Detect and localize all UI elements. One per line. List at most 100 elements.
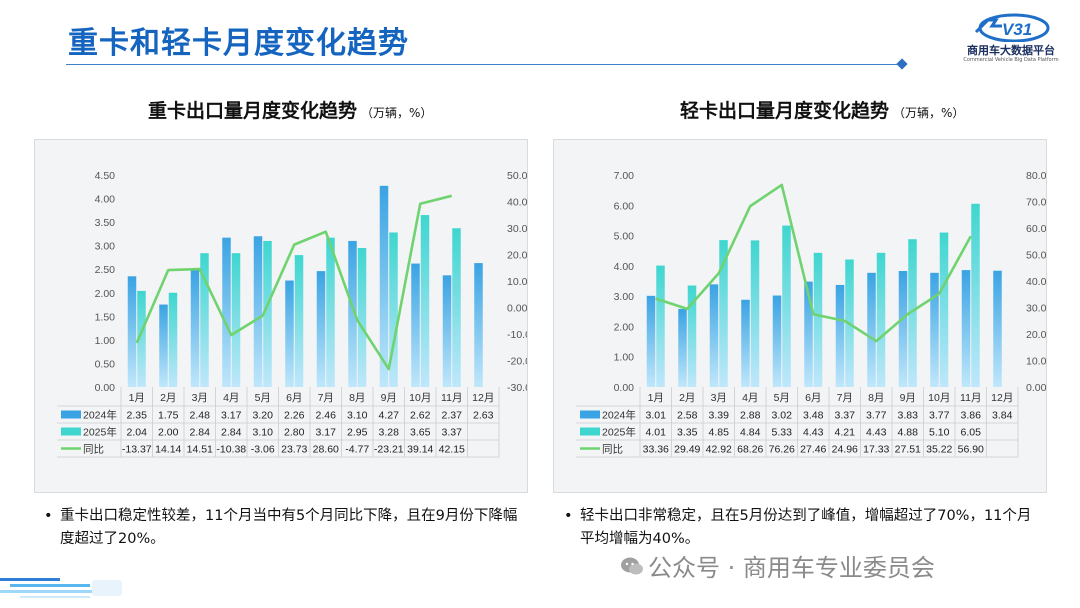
c0-bar-2024: [190, 270, 200, 387]
c1-data-cell: 3.84: [992, 410, 1013, 422]
c0-data-cell: 28.60: [313, 444, 339, 456]
c1-y2-tick-label: 40.00: [1026, 276, 1046, 288]
c0-y2-tick-label: 20.00: [507, 250, 527, 262]
c0-bar-2024: [411, 263, 420, 387]
c1-data-cell: 3.35: [677, 427, 698, 439]
c0-bar-2024: [348, 240, 357, 387]
c1-data-cell: 3.48: [803, 410, 824, 422]
title-divider: [66, 64, 906, 65]
c1-data-cell: 24.96: [832, 444, 858, 456]
c1-y-tick-label: 3.00: [614, 291, 635, 303]
c1-data-cell: 3.01: [646, 410, 667, 422]
c0-y-tick-label: 2.00: [95, 288, 116, 300]
c1-data-cell: 4.21: [835, 427, 856, 439]
light-chart-panel: 7.00 6.00 5.00 4.00 3.00 2.00 1.00 0.00 80.00 70.…: [553, 139, 1047, 493]
c1-bar-2025: [656, 265, 665, 387]
c1-y2-tick-label: 20.00: [1026, 329, 1046, 341]
c1-bar-2024: [741, 299, 750, 387]
c0-legend-label: 同比: [83, 443, 104, 456]
c1-y-tick-label: 6.00: [614, 200, 635, 212]
c0-category-label: 2月: [160, 392, 176, 404]
c0-y-tick-label: 3.50: [95, 217, 116, 229]
c0-category-label: 6月: [286, 392, 302, 404]
heavy-truck-chart: 4.50 4.00 3.50 3.00 2.50 2.00 1.50 1.00 0.50 0.00…: [57, 170, 527, 458]
c1-category-label: 10月: [928, 392, 950, 404]
c0-data-cell: 3.17: [221, 410, 242, 422]
c1-data-cell: 4.43: [803, 427, 824, 439]
c1-data-cell: 4.85: [709, 427, 730, 439]
c0-y2-tick-label: -30.00: [507, 382, 527, 394]
c0-data-cell: 39.14: [407, 444, 433, 456]
c1-bar-2025: [971, 203, 980, 387]
c1-legend-swatch: [580, 427, 600, 436]
c0-data-cell: 3.10: [253, 427, 274, 439]
c0-bar-2024: [253, 236, 263, 387]
c0-bar-2024: [127, 276, 137, 387]
c0-data-cell: 2.00: [158, 427, 179, 439]
light-note-text: 轻卡出口非常稳定，且在5月份达到了峰值，增幅超过了70%，11个月平均增幅为40…: [580, 508, 1032, 547]
light-note: • 轻卡出口非常稳定，且在5月份达到了峰值，增幅超过了70%，11个月平均增幅为…: [564, 505, 1042, 551]
c1-category-label: 2月: [679, 392, 695, 404]
c0-data-cell: 2.26: [284, 410, 305, 422]
c0-data-cell: 2.84: [221, 427, 242, 439]
c0-data-cell: 2.37: [442, 410, 463, 422]
c0-y2-tick-label: 40.00: [507, 197, 527, 209]
c1-bar-2024: [772, 295, 782, 387]
c1-bar-2025: [782, 225, 791, 387]
c1-category-label: 9月: [900, 392, 916, 404]
c0-category-label: 4月: [223, 392, 239, 404]
c1-bar-2025: [876, 252, 886, 387]
c0-data-cell: 42.15: [439, 444, 465, 456]
c1-data-cell: 27.46: [800, 444, 826, 456]
c1-data-cell: 4.88: [898, 427, 919, 439]
c1-data-cell: 27.51: [895, 444, 921, 456]
c0-legend-label: 2025年: [83, 426, 117, 439]
light-note-bullet: •: [564, 508, 573, 524]
c0-legend-swatch: [61, 427, 81, 436]
c0-bar-2024: [442, 275, 452, 387]
c1-legend-label: 2025年: [602, 426, 636, 439]
c0-data-cell: -23.21: [374, 444, 404, 456]
light-title-text: 轻卡出口量月度变化趋势: [680, 100, 890, 122]
c1-data-cell: 4.84: [740, 427, 761, 439]
light-chart-title: 轻卡出口量月度变化趋势 （万辆，%）: [680, 96, 964, 123]
c0-data-cell: -13.37: [122, 444, 152, 456]
c0-bar-2025: [137, 290, 146, 387]
c1-bar-2024: [930, 272, 939, 387]
c0-data-cell: 4.27: [379, 410, 400, 422]
c1-y2-tick-label: 80.00: [1026, 170, 1046, 182]
c1-y2-tick-label: 70.00: [1026, 197, 1046, 209]
c0-y-tick-label: 4.00: [95, 194, 116, 206]
c1-data-cell: 3.77: [866, 410, 887, 422]
c1-y-tick-label: 4.00: [614, 261, 635, 273]
c0-category-label: 3月: [192, 392, 208, 404]
c0-bar-2025: [231, 253, 241, 387]
c1-data-cell: 35.22: [926, 444, 952, 456]
c1-y-tick-label: 0.00: [614, 382, 635, 394]
c0-data-cell: 3.37: [442, 427, 463, 439]
c1-bar-2024: [709, 284, 719, 387]
c1-data-cell: 3.83: [898, 410, 919, 422]
heavy-chart-panel: 4.50 4.00 3.50 3.00 2.50 2.00 1.50 1.00 0.50 0.00…: [34, 139, 528, 493]
c0-data-cell: 2.62: [410, 410, 431, 422]
platform-logo: V31 商用车大数据平台 Commercial Vehicle Big Data…: [952, 12, 1070, 68]
c0-data-cell: -10.38: [216, 444, 246, 456]
c1-data-cell: 3.02: [772, 410, 793, 422]
c0-y2-tick-label: -20.00: [507, 356, 527, 368]
c1-bar-2024: [867, 272, 876, 387]
c1-category-label: 7月: [837, 392, 853, 404]
c1-bar-2024: [678, 308, 687, 387]
c1-category-label: 8月: [868, 392, 884, 404]
logo-mark: V31: [1002, 20, 1032, 39]
c0-y-tick-label: 4.50: [95, 170, 116, 182]
c0-bar-2025: [326, 237, 335, 387]
c1-data-cell: 5.10: [929, 427, 950, 439]
c1-category-label: 5月: [774, 392, 790, 404]
c1-y-tick-label: 7.00: [614, 170, 635, 182]
c1-bar-2024: [993, 270, 1002, 387]
c0-data-cell: -4.77: [345, 444, 369, 456]
watermark: 公众号 · 商用车专业委员会: [648, 554, 935, 582]
heavy-chart-title: 重卡出口量月度变化趋势 （万辆，%）: [148, 96, 432, 123]
c1-data-cell: 17.33: [863, 444, 889, 456]
c0-data-cell: 3.65: [410, 427, 431, 439]
